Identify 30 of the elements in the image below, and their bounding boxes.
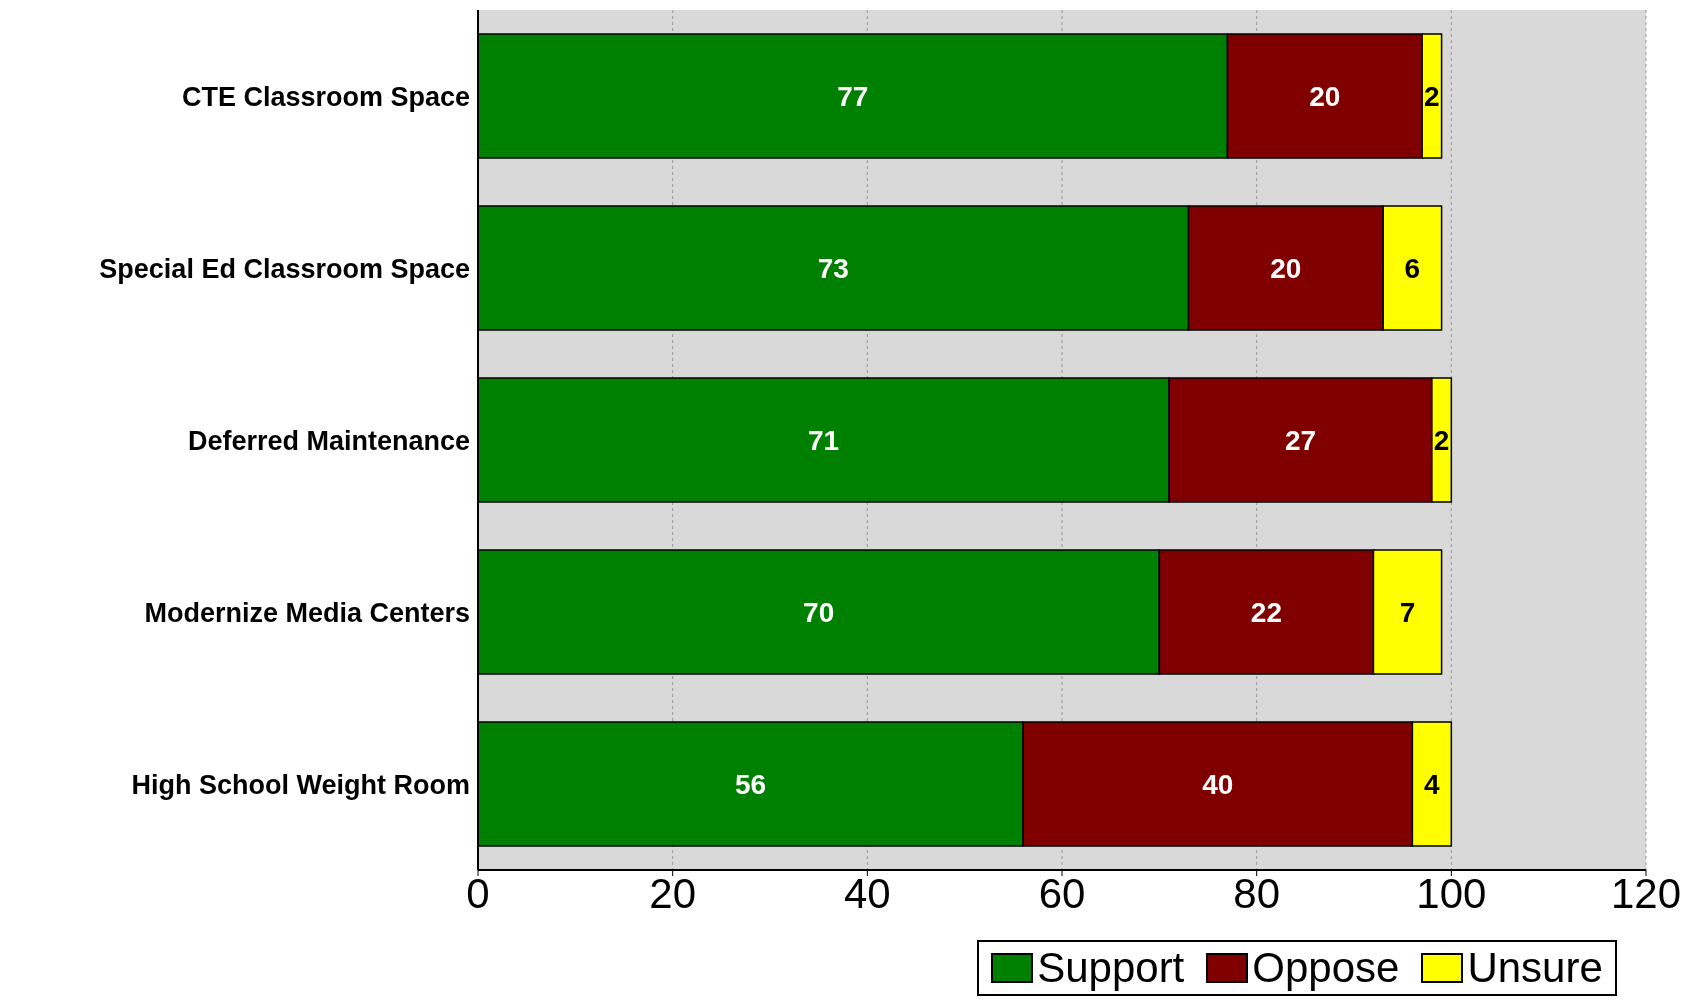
x-tick-label: 20 — [649, 869, 697, 917]
data-label: 6 — [1404, 253, 1421, 285]
x-tick-label: 40 — [843, 869, 891, 917]
x-tick-label: 0 — [466, 869, 490, 917]
y-tick-label: High School Weight Room — [131, 769, 470, 800]
x-tick-label: 60 — [1038, 869, 1086, 917]
data-label: 70 — [803, 597, 835, 629]
data-label: 71 — [807, 425, 840, 457]
data-label: 20 — [1309, 81, 1341, 113]
y-tick-label: Deferred Maintenance — [187, 425, 470, 456]
legend-label: Unsure — [1467, 944, 1603, 992]
data-label: 40 — [1202, 769, 1234, 801]
y-tick-label: Special Ed Classroom Space — [99, 253, 470, 284]
x-tick-label: 120 — [1610, 869, 1682, 917]
data-label: 56 — [734, 769, 767, 801]
y-tick-label: Modernize Media Centers — [144, 597, 470, 628]
data-label: 73 — [817, 253, 849, 285]
data-label: 22 — [1250, 597, 1282, 629]
data-label: 27 — [1284, 425, 1317, 457]
x-tick-label: 100 — [1416, 869, 1487, 917]
data-label: 2 — [1424, 81, 1440, 113]
data-label: 4 — [1424, 769, 1441, 801]
legend-label: Oppose — [1252, 944, 1400, 992]
data-label: 20 — [1270, 253, 1302, 285]
legend-label: Support — [1037, 944, 1185, 992]
data-label: 2 — [1433, 425, 1450, 457]
y-tick-label: CTE Classroom Space — [181, 81, 470, 112]
data-label: 77 — [837, 81, 869, 113]
data-label: 7 — [1399, 597, 1416, 629]
x-tick-label: 80 — [1233, 869, 1281, 917]
